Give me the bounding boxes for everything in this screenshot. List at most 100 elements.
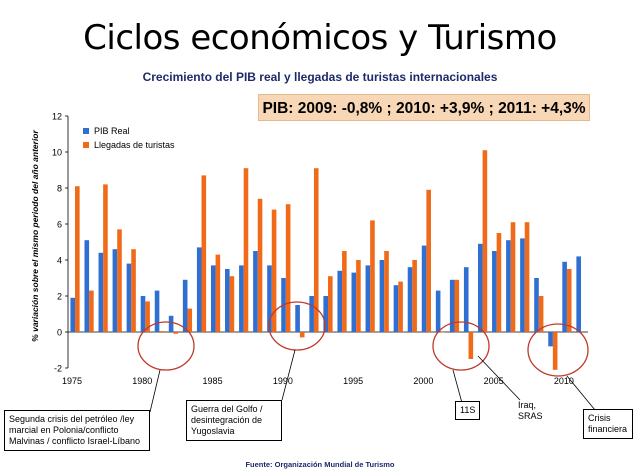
event-circles xyxy=(137,301,589,377)
connector-oil-crisis xyxy=(149,369,161,413)
bar-arrivals xyxy=(75,186,80,332)
x-tick-label: 1990 xyxy=(273,376,293,386)
x-tick-label: 2010 xyxy=(554,376,574,386)
bar-gdp xyxy=(492,251,497,332)
bar-gdp xyxy=(520,238,525,332)
y-axis-label: % variación sobre el mismo periodo del a… xyxy=(30,130,40,342)
bar-gdp xyxy=(98,252,104,332)
x-tick-label: 1985 xyxy=(203,376,223,386)
bar-arrivals xyxy=(257,198,263,332)
bar-gdp xyxy=(477,243,483,332)
connector-11s xyxy=(452,369,463,404)
bar-gdp xyxy=(112,249,118,332)
bar-gdp xyxy=(140,296,146,332)
bar-arrivals xyxy=(356,260,361,332)
connector-financial xyxy=(566,375,596,411)
chart-title: Crecimiento del PIB real y llegadas de t… xyxy=(142,70,498,84)
chart-legend: PIB Real Llegadas de turistas xyxy=(83,126,175,150)
connector-gulf-war xyxy=(281,349,296,401)
bar-arrivals xyxy=(468,332,474,359)
bar-gdp xyxy=(239,265,244,332)
bar-gdp xyxy=(84,240,90,332)
legend-swatch-arrivals xyxy=(83,142,89,148)
bar-arrivals xyxy=(566,269,572,332)
bar-arrivals xyxy=(117,229,122,332)
event-circle-gulf-war xyxy=(268,301,326,351)
connector-iraq-sars xyxy=(477,355,521,401)
y-tick-label: 6 xyxy=(57,220,62,230)
event-connectors xyxy=(149,349,596,413)
bar-gdp xyxy=(168,315,174,332)
legend-label-arrivals: Llegadas de turistas xyxy=(94,140,175,150)
bar-arrivals xyxy=(426,189,431,332)
y-tick-label: -2 xyxy=(54,364,62,374)
source-note: Fuente: Organización Mundial de Turismo xyxy=(245,460,395,469)
pib-callout: PIB: 2009: -0,8% ; 2010: +3,9% ; 2011: +… xyxy=(258,94,590,121)
y-tick-label: 12 xyxy=(52,112,62,122)
bar-gdp xyxy=(154,290,160,332)
bar-gdp xyxy=(295,305,300,332)
chart-bars xyxy=(70,150,581,370)
bar-arrivals xyxy=(201,175,207,332)
bar-arrivals xyxy=(328,276,333,332)
bar-arrivals xyxy=(271,209,277,332)
bar-gdp xyxy=(182,279,188,332)
legend-swatch-gdp xyxy=(83,128,89,134)
bar-gdp xyxy=(393,285,399,332)
bar-arrivals xyxy=(524,222,530,332)
bar-arrivals xyxy=(131,249,136,332)
bar-arrivals xyxy=(496,233,502,332)
bar-gdp xyxy=(196,247,202,332)
bar-arrivals xyxy=(285,204,291,332)
bar-arrivals xyxy=(313,168,319,332)
x-tick-label: 1980 xyxy=(132,376,152,386)
bar-gdp xyxy=(126,263,132,332)
bar-arrivals xyxy=(538,296,544,332)
bar-gdp xyxy=(323,296,328,332)
bar-arrivals xyxy=(215,254,221,332)
bar-arrivals xyxy=(482,150,488,332)
event-circle-financial xyxy=(527,323,589,377)
y-tick-label: 2 xyxy=(57,292,62,302)
bar-arrivals xyxy=(187,308,193,332)
bar-gdp xyxy=(506,240,511,332)
x-tick-label: 2000 xyxy=(413,376,433,386)
bar-gdp xyxy=(267,265,272,332)
bar-gdp xyxy=(351,272,357,332)
slide-title: Ciclos económicos y Turismo xyxy=(83,18,557,58)
y-tick-label: 0 xyxy=(57,328,62,338)
x-tick-label: 2005 xyxy=(484,376,504,386)
annotation-gulf-war: Guerra del Golfo / desintegración de Yug… xyxy=(186,400,282,441)
bar-gdp xyxy=(379,260,385,332)
bar-gdp xyxy=(210,265,216,332)
bar-arrivals xyxy=(243,168,249,332)
bar-arrivals xyxy=(229,276,235,332)
bar-gdp xyxy=(534,278,539,332)
bar-gdp xyxy=(309,296,314,332)
event-circle-oil-crisis xyxy=(137,321,195,371)
bar-gdp xyxy=(225,269,230,332)
bar-arrivals xyxy=(398,281,403,332)
x-tick-label: 1995 xyxy=(343,376,363,386)
y-tick-label: 8 xyxy=(57,184,62,194)
bar-gdp xyxy=(421,245,427,332)
bar-arrivals xyxy=(454,279,460,332)
bar-gdp xyxy=(70,297,76,332)
bar-gdp xyxy=(548,332,553,347)
bar-arrivals xyxy=(552,332,558,370)
annotation-financial-crisis: Crisis financiera xyxy=(583,409,633,439)
bar-arrivals xyxy=(145,301,150,332)
chart-ticks: -2 0 2 4 6 8 10 12 1975 1980 1985 1990 1995 2000 2005 2… xyxy=(52,112,574,387)
annotation-11s: 11S xyxy=(455,401,480,420)
annotation-oil-crisis: Segunda crisis del petróleo /ley marcial… xyxy=(4,410,150,451)
bar-gdp xyxy=(449,279,455,332)
bar-arrivals xyxy=(342,251,347,332)
bar-arrivals xyxy=(89,290,94,332)
bar-arrivals xyxy=(412,260,417,332)
bar-arrivals xyxy=(370,220,375,332)
legend-label-gdp: PIB Real xyxy=(94,126,130,136)
y-tick-label: 10 xyxy=(52,148,62,158)
bar-arrivals xyxy=(384,251,389,332)
bar-gdp xyxy=(435,290,441,332)
